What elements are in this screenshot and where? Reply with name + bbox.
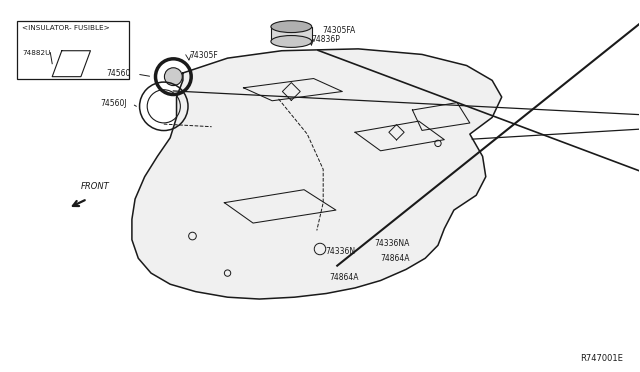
- Text: R747001E: R747001E: [580, 354, 623, 363]
- Text: 74305F: 74305F: [189, 51, 218, 60]
- Text: 74864A: 74864A: [380, 254, 410, 263]
- Text: 74336N: 74336N: [325, 247, 355, 256]
- Bar: [271, 27, 312, 41]
- Text: FRONT: FRONT: [81, 182, 109, 190]
- Text: 74305FA: 74305FA: [322, 26, 355, 35]
- Text: 74864A: 74864A: [330, 273, 359, 282]
- Text: 74560: 74560: [106, 69, 131, 78]
- Text: 74836P: 74836P: [312, 35, 340, 44]
- Ellipse shape: [271, 36, 312, 47]
- Text: <INSULATOR- FUSIBLE>: <INSULATOR- FUSIBLE>: [22, 25, 110, 31]
- Ellipse shape: [271, 21, 312, 33]
- Polygon shape: [132, 49, 502, 299]
- Text: 74560J: 74560J: [100, 99, 127, 108]
- Bar: [17, 21, 129, 78]
- Text: 74882U: 74882U: [22, 49, 51, 55]
- Circle shape: [164, 68, 182, 86]
- Text: 74336NA: 74336NA: [374, 239, 410, 248]
